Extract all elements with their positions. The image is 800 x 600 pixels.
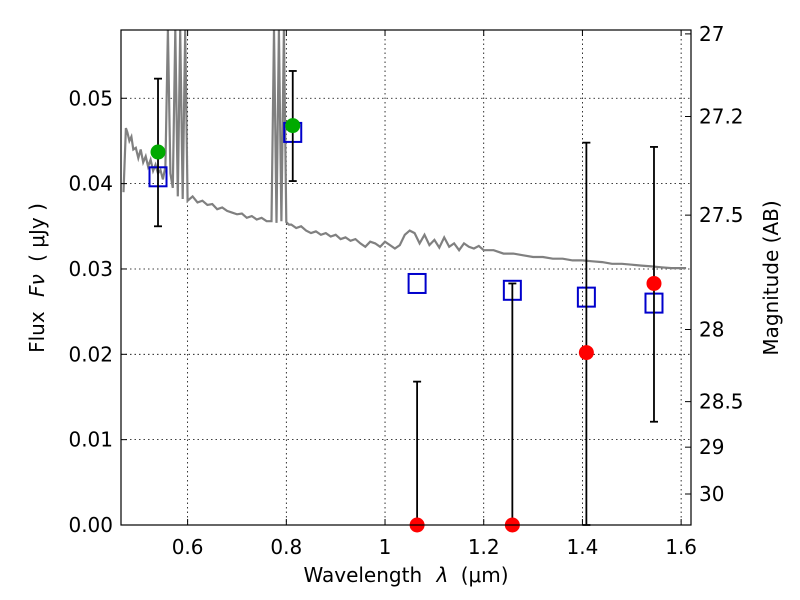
observed-point [150, 144, 166, 160]
y-axis-title: Flux Fν ( μJy ) [25, 203, 49, 353]
y-tick-label: 0.00 [68, 513, 113, 537]
x-tick-label: 1.4 [567, 535, 599, 559]
y-tick-label: 0.04 [68, 172, 113, 196]
y2-tick-label: 27.5 [699, 203, 744, 227]
y2-axis: 27 27.2 27.5 28 28.5 29 30 [685, 22, 744, 506]
y-tick-label: 0.01 [68, 428, 113, 452]
x-axis: 0.6 0.8 1 1.2 1.4 1.6 [172, 30, 697, 559]
y2-tick-label: 28.5 [699, 390, 744, 414]
grid [121, 30, 691, 526]
y-axis-unit: ( μJy ) [25, 203, 49, 262]
y-tick-label: 0.02 [68, 342, 113, 366]
observed-photometry-series [150, 70, 662, 533]
y2-tick-label: 27 [699, 22, 724, 46]
x-tick-label: 1.6 [665, 535, 697, 559]
y2-tick-label: 29 [699, 435, 724, 459]
x-tick-label: 1.2 [468, 535, 500, 559]
y2-tick-label: 27.2 [699, 105, 744, 129]
y2-axis-title: Magnitude (AB) [759, 200, 783, 355]
y2-tick-label: 28 [699, 317, 724, 341]
observed-point [646, 275, 662, 291]
y-axis: 0.00 0.01 0.02 0.03 0.04 0.05 [68, 86, 127, 537]
x-tick-label: 0.6 [172, 535, 204, 559]
y2-tick-label: 30 [699, 482, 724, 506]
y-tick-label: 0.05 [68, 86, 113, 110]
x-axis-title: Wavelength λ (μm) [303, 563, 508, 587]
y-axis-symbol: Fν [25, 274, 49, 297]
x-axis-label: Wavelength [303, 563, 422, 587]
x-axis-unit: (μm) [461, 563, 509, 587]
x-tick-label: 0.8 [270, 535, 302, 559]
y2-axis-label: Magnitude (AB) [759, 200, 783, 355]
y-axis-label: Flux [25, 311, 49, 353]
plot-frame [120, 29, 692, 526]
model-photometry-point [407, 272, 427, 294]
model-spectrum-line [122, 30, 687, 270]
x-axis-symbol: λ [436, 563, 449, 587]
plot-area [122, 30, 687, 314]
x-tick-label: 1 [379, 535, 392, 559]
y-tick-label: 0.03 [68, 257, 113, 281]
observed-point [285, 118, 301, 134]
observed-point [578, 345, 594, 361]
